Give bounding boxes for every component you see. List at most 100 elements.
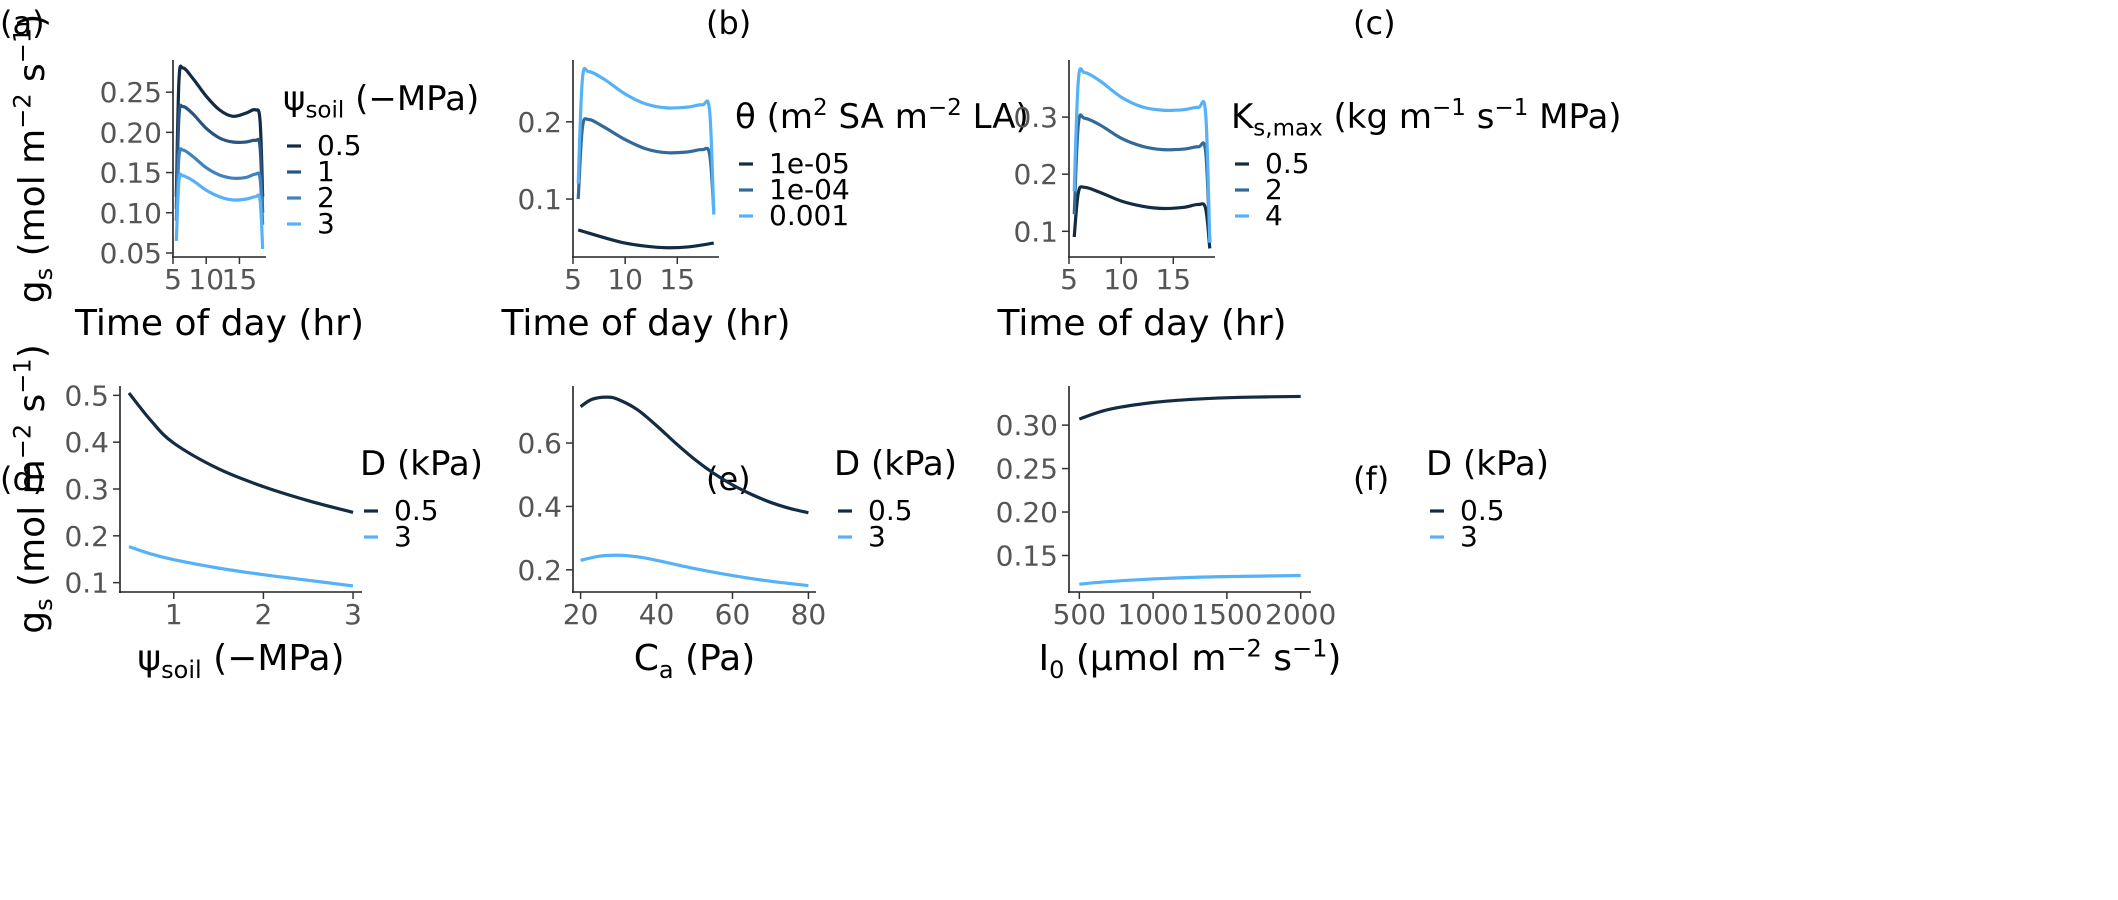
panel-label-d: (d)	[0, 460, 45, 498]
legend-label-0: 0.5	[1265, 147, 1310, 180]
x-axis-title: ψsoil (−MPa)	[137, 638, 344, 684]
x-tick-label: 10	[1103, 263, 1139, 296]
y-tick-label: 0.2	[517, 106, 562, 139]
legend-title: ψsoil (−MPa)	[283, 79, 479, 123]
legend-label-1: 3	[1460, 520, 1478, 553]
y-tick-label: 0.05	[100, 237, 162, 270]
panel-label-c: (c)	[1353, 4, 1396, 42]
series-line-0	[1078, 394, 1301, 421]
legend-label-0: 0.5	[317, 129, 362, 162]
y-tick-label: 0.1	[517, 183, 562, 216]
x-tick-label: 1	[165, 598, 183, 631]
series-line-1	[1079, 573, 1301, 586]
y-tick-label: 0.30	[996, 409, 1058, 442]
series-line-1	[174, 103, 265, 213]
legend-label-3: 3	[317, 207, 335, 240]
y-tick-label: 0.15	[100, 157, 162, 190]
y-tick-label: 0.6	[517, 427, 562, 460]
x-tick-label: 15	[659, 263, 695, 296]
legend-label-0: 0.5	[394, 494, 439, 527]
legend-title: D (kPa)	[1426, 444, 1549, 484]
y-tick-label: 0.2	[1013, 158, 1058, 191]
legend-title: D (kPa)	[360, 444, 483, 484]
y-tick-label: 0.25	[996, 453, 1058, 486]
x-tick-label: 10	[607, 263, 643, 296]
legend-label-2: 4	[1265, 199, 1283, 232]
legend-title: Ks,max (kg m−1 s−1 MPa)	[1231, 95, 1622, 141]
y-tick-label: 0.4	[517, 490, 562, 523]
y-tick-label: 0.10	[100, 197, 162, 230]
y-tick-label: 0.1	[1013, 215, 1058, 248]
y-tick-label: 0.20	[996, 496, 1058, 529]
y-axis-title: gs (mol m−2 s−1)	[8, 14, 58, 304]
series-line-2	[174, 147, 265, 225]
y-tick-label: 0.3	[1013, 101, 1058, 134]
x-axis-title: Time of day (hr)	[996, 303, 1286, 344]
series-line-1	[128, 545, 354, 588]
x-tick-label: 500	[1053, 598, 1106, 631]
legend-label-1: 1	[317, 155, 335, 188]
legend-label-0: 0.5	[1460, 494, 1505, 527]
legend-label-0: 1e-05	[769, 147, 850, 180]
chart-b: 5 10 15 0.1 0.2 Time of day (hr) θ (m2 SA m−2 …	[500, 60, 1029, 344]
x-axis-title: Ca (Pa)	[634, 638, 756, 684]
y-tick-label: 0.3	[64, 473, 109, 506]
y-tick-label: 0.2	[517, 554, 562, 587]
x-tick-label: 1000	[1117, 598, 1188, 631]
series-line-0	[1072, 185, 1212, 249]
series-line-0	[577, 228, 715, 250]
x-tick-label: 2000	[1265, 598, 1336, 631]
chart-d: 1 2 3 0.1 0.2 0.3 0.4 0.5 ψsoil (−MPa) gs (mol m−…	[8, 344, 483, 684]
legend-title: θ (m2 SA m−2 LA)	[735, 95, 1029, 137]
x-tick-label: 15	[1155, 263, 1191, 296]
y-tick-label: 0.15	[996, 539, 1058, 572]
panel-label-b: (b)	[706, 4, 751, 42]
series-line-0	[127, 392, 354, 514]
x-tick-label: 5	[564, 263, 582, 296]
panel-label-a: (a)	[0, 4, 45, 42]
y-tick-label: 0.20	[100, 116, 162, 149]
legend-label-1: 1e-04	[769, 173, 850, 206]
chart-c: 5 10 15 0.1 0.2 0.3 Time of day (hr) Ks,max (kg…	[996, 60, 1622, 344]
legend-label-0: 0.5	[868, 494, 913, 527]
panel-label-f: (f)	[1353, 460, 1389, 498]
x-tick-label: 40	[639, 598, 675, 631]
series-line-2	[1072, 67, 1212, 243]
y-tick-label: 0.25	[100, 76, 162, 109]
x-tick-label: 80	[791, 598, 827, 631]
y-tick-label: 0.4	[64, 426, 109, 459]
x-tick-label: 10	[188, 263, 224, 296]
series-line-1	[1072, 113, 1212, 243]
legend-label-1: 2	[1265, 173, 1283, 206]
x-tick-label: 15	[222, 263, 258, 296]
legend-title: D (kPa)	[834, 444, 957, 484]
x-axis-title: Time of day (hr)	[74, 303, 364, 344]
x-tick-label: 20	[563, 598, 599, 631]
series-line-3	[174, 172, 265, 250]
x-tick-label: 2	[254, 598, 272, 631]
y-tick-label: 0.5	[64, 379, 109, 412]
x-tick-label: 3	[344, 598, 362, 631]
chart-e: 20 40 60 80 0.2 0.4 0.6 Ca (Pa) D (kPa) 0.53	[517, 386, 957, 684]
series-line-0	[174, 64, 265, 197]
series-line-2	[576, 66, 716, 215]
y-tick-label: 0.1	[64, 567, 109, 600]
y-tick-label: 0.2	[64, 520, 109, 553]
legend-label-2: 0.001	[769, 199, 849, 232]
y-axis-title: gs (mol m−2 s−1)	[8, 344, 58, 634]
chart-f: 500 1000 1500 2000 0.15 0.20 0.25 0.30 I0 (μmol …	[996, 386, 1549, 684]
series-line-1	[576, 117, 716, 211]
series-line-0	[579, 395, 809, 515]
x-tick-label: 5	[164, 263, 182, 296]
x-axis-title: Time of day (hr)	[500, 303, 790, 344]
x-tick-label: 5	[1060, 263, 1078, 296]
x-axis-title: I0 (μmol m−2 s−1)	[1039, 634, 1342, 684]
series-line-1	[580, 553, 809, 588]
legend-label-2: 2	[317, 181, 335, 214]
x-tick-label: 60	[715, 598, 751, 631]
legend-label-1: 3	[394, 520, 412, 553]
x-tick-label: 1500	[1191, 598, 1262, 631]
